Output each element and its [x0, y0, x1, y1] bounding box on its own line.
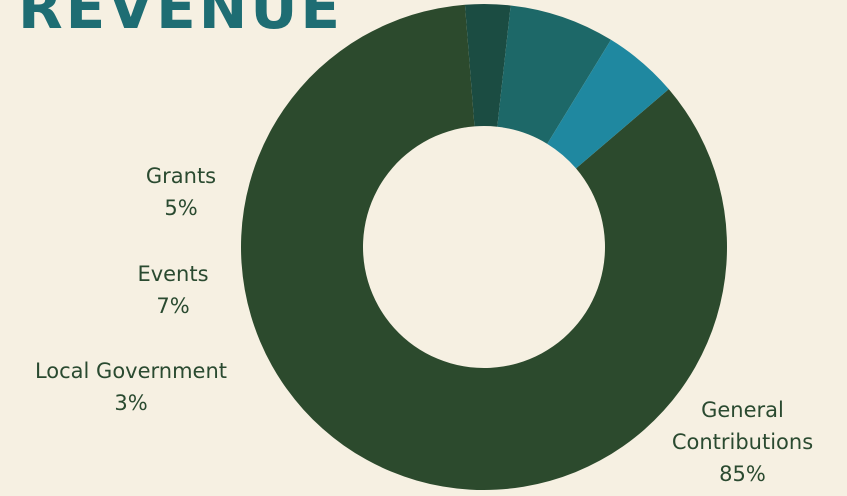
slice-events	[497, 5, 611, 144]
label-general-contributions: General Contributions 85%	[638, 394, 847, 490]
label-events-name: Events	[137, 262, 209, 286]
label-grants-value: 5%	[164, 196, 198, 220]
chart-title: REVENUE	[18, 0, 344, 42]
slice-grants	[547, 39, 669, 169]
slice-local-government	[464, 3, 511, 127]
label-general-contributions-value: 85%	[719, 462, 766, 486]
label-events-value: 7%	[156, 294, 190, 318]
slice-general-contributions	[240, 4, 727, 490]
label-local-government-value: 3%	[114, 391, 148, 415]
label-local-government: Local Government 3%	[0, 355, 262, 419]
label-local-government-name: Local Government	[34, 359, 228, 383]
label-general-contributions-name-line1: General	[701, 398, 784, 422]
label-grants-name: Grants	[145, 164, 217, 188]
label-grants: Grants 5%	[98, 160, 264, 224]
label-general-contributions-name-line2: Contributions	[671, 430, 814, 454]
label-events: Events 7%	[90, 258, 256, 322]
